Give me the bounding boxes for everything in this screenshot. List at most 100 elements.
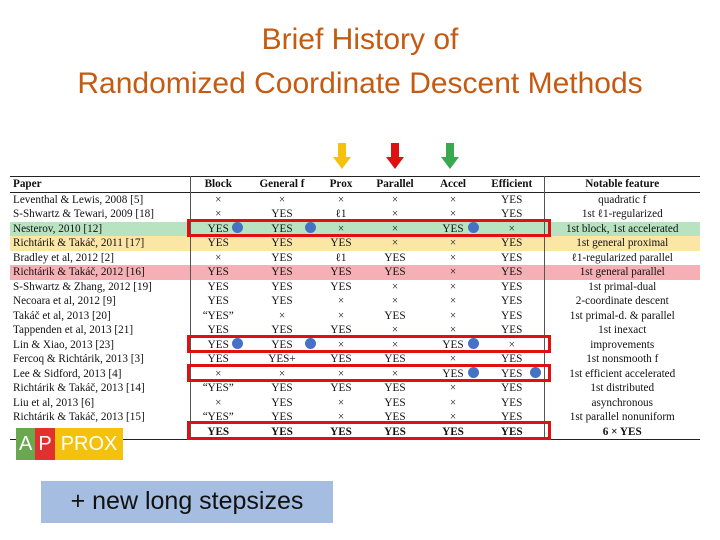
table-cell: YES bbox=[384, 251, 406, 264]
table-cell: 1st general proximal bbox=[576, 237, 669, 250]
table-cell: YES bbox=[330, 266, 352, 279]
table-cell: “YES” bbox=[202, 382, 234, 395]
table-cell: YES bbox=[271, 295, 293, 308]
table-cell: YES bbox=[480, 308, 545, 323]
table-cell: YES+ bbox=[268, 353, 296, 366]
highlight-box-lee-sidford bbox=[187, 364, 551, 382]
table-cell: asynchronous bbox=[591, 396, 654, 409]
table-row: Necoara et al, 2012 [9] YES YES × × × YES 2-coo… bbox=[10, 294, 700, 309]
table-cell: 1st inexact bbox=[598, 324, 647, 337]
table-cell: ℓ1 bbox=[335, 251, 347, 264]
table-cell: “YES” bbox=[202, 411, 234, 424]
table-cell: YES bbox=[442, 367, 464, 380]
arrow-shaft bbox=[391, 143, 399, 157]
table-cell: YES bbox=[384, 382, 406, 395]
table-cell: S-Shwartz & Tewari, 2009 [18] bbox=[10, 207, 191, 222]
table-cell: × bbox=[215, 208, 222, 221]
table-cell: × bbox=[391, 193, 399, 206]
table-cell: × bbox=[278, 193, 286, 206]
table-cell: YES bbox=[207, 237, 229, 250]
table-cell: YES bbox=[207, 353, 229, 366]
table-cell: “YES” bbox=[202, 309, 234, 322]
table-cell: YES bbox=[330, 382, 352, 395]
marker-dot bbox=[468, 338, 479, 349]
table-cell: YES bbox=[207, 266, 229, 279]
table-cell: YES bbox=[480, 395, 545, 410]
table-cell: × bbox=[337, 193, 345, 206]
table-cell: ℓ1 bbox=[335, 208, 347, 221]
table-cell: × bbox=[391, 208, 399, 221]
table-cell: YES bbox=[271, 280, 293, 293]
table-cell: YES bbox=[384, 266, 406, 279]
table-cell: YES bbox=[384, 396, 406, 409]
marker-dot bbox=[530, 367, 541, 378]
table-cell: × bbox=[337, 411, 345, 424]
table-cell: × bbox=[449, 251, 457, 264]
table-cell: × bbox=[449, 193, 457, 206]
table-cell: × bbox=[337, 309, 345, 322]
table-cell: × bbox=[391, 367, 399, 380]
table-row: Tappenden et al, 2013 [21] YES YES YES × × YES… bbox=[10, 323, 700, 338]
table-row: Nesterov, 2010 [12] YES YES × × YES × 1st block… bbox=[10, 221, 700, 236]
table-cell: 1st primal-d. & parallel bbox=[569, 309, 675, 322]
table-cell: YES bbox=[480, 265, 545, 280]
table-cell: YES bbox=[384, 353, 406, 366]
marker-dot bbox=[232, 338, 243, 349]
table-cell: × bbox=[215, 367, 222, 380]
table-cell: × bbox=[449, 382, 457, 395]
table-cell: YES bbox=[480, 236, 545, 251]
badge-p-label: P bbox=[35, 428, 55, 460]
table-cell: × bbox=[449, 309, 457, 322]
table-cell: × bbox=[391, 324, 399, 337]
table-cell: YES bbox=[271, 396, 293, 409]
table-cell: YES bbox=[207, 280, 229, 293]
table-cell: Nesterov, 2010 [12] bbox=[10, 221, 191, 236]
arrow-shaft bbox=[446, 143, 454, 157]
table-cell: YES bbox=[480, 279, 545, 294]
table-cell: YES bbox=[271, 324, 293, 337]
table-cell: × bbox=[278, 367, 286, 380]
table-cell: × bbox=[449, 237, 457, 250]
table-cell: YES bbox=[271, 382, 293, 395]
column-header: Block bbox=[204, 178, 232, 191]
marker-dot bbox=[305, 222, 316, 233]
arrow-head bbox=[441, 157, 459, 169]
table-cell: YES bbox=[442, 425, 464, 438]
marker-dot bbox=[305, 338, 316, 349]
table-cell: × bbox=[337, 222, 345, 235]
table-cell: × bbox=[337, 295, 345, 308]
table-cell: × bbox=[449, 208, 457, 221]
table-cell: × bbox=[480, 337, 545, 352]
table-cell: YES bbox=[271, 251, 293, 264]
column-header: Prox bbox=[329, 178, 353, 191]
table-cell: YES bbox=[442, 222, 464, 235]
column-header: Accel bbox=[439, 178, 467, 191]
arrow-down-parallel-icon bbox=[386, 143, 404, 169]
table-cell: 1st block, 1st accelerated bbox=[566, 222, 679, 235]
table-cell: YES bbox=[207, 338, 229, 351]
table-cell: Richtárik & Takáč, 2011 [17] bbox=[10, 236, 191, 251]
table-cell: YES bbox=[480, 352, 545, 367]
column-header: Parallel bbox=[376, 178, 414, 191]
table-cell: Tappenden et al, 2013 [21] bbox=[10, 323, 191, 338]
table-cell: Richtárik & Takáč, 2013 [15] bbox=[10, 410, 191, 425]
table-cell: YES bbox=[271, 237, 293, 250]
table-cell: YES bbox=[271, 338, 293, 351]
arrow-head bbox=[386, 157, 404, 169]
table-header-row: Paper Block General f Prox Parallel Accel Effi… bbox=[10, 176, 700, 192]
column-header: General f bbox=[259, 178, 305, 191]
table-cell: Necoara et al, 2012 [9] bbox=[10, 294, 191, 309]
table-cell: YES bbox=[271, 208, 293, 221]
table-cell: YES bbox=[207, 295, 229, 308]
slide-title-line-1: Brief History of bbox=[261, 23, 459, 56]
table-cell: YES bbox=[207, 222, 229, 235]
table-cell: YES bbox=[271, 222, 293, 235]
table-row: Richtárik & Takáč, 2013 [15] “YES” YES × YES… bbox=[10, 410, 700, 425]
badge-prox-label: PROX bbox=[54, 428, 124, 460]
table-row: Bradley et al, 2012 [2] × YES ℓ1 YES × YES ℓ1-r… bbox=[10, 250, 700, 265]
marker-dot bbox=[468, 367, 479, 378]
table-cell: × bbox=[215, 193, 222, 206]
table-cell: S-Shwartz & Zhang, 2012 [19] bbox=[10, 279, 191, 294]
column-header: Notable feature bbox=[585, 178, 660, 191]
table-cell: 1st nonsmooth f bbox=[586, 353, 659, 366]
